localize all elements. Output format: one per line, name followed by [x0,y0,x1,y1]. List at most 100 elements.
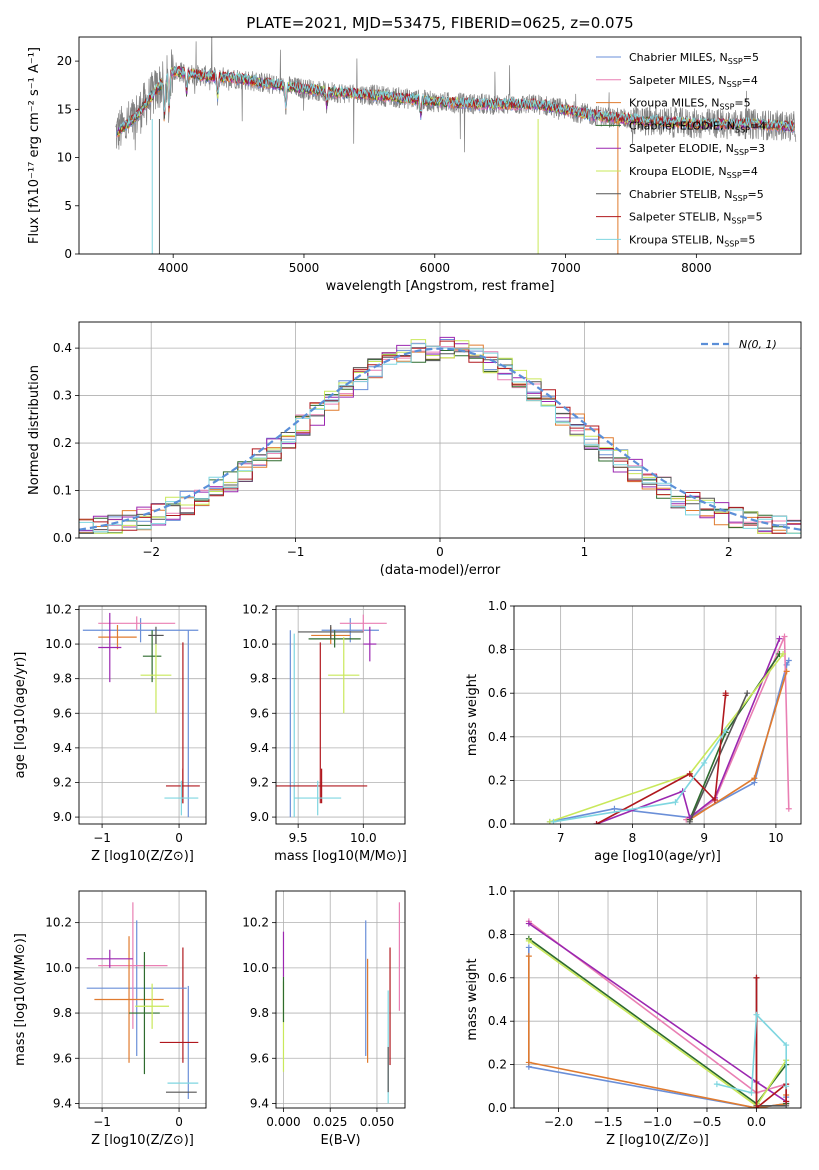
series-marker [711,797,718,804]
series-marker [525,920,532,927]
x-tick-label: 0 [436,545,444,559]
series-marker [776,635,783,642]
y-axis-label: mass weight [465,958,480,1040]
x-tick-label: 1 [581,545,589,559]
legend-label: Kroupa MILES, N [629,97,719,110]
plot-content [82,612,200,818]
legend-count: =5 [734,97,750,110]
legend-subscript: SSP [734,148,749,157]
y-tick-label: 0.3 [53,389,72,403]
x-tick-label: 7 [557,831,565,845]
series-marker [525,944,532,951]
y-tick-label: 20 [57,54,72,68]
x-tick-label: 9 [700,831,708,845]
legend-label: Kroupa STELIB, N [629,233,724,246]
data-point-chabrier-stelib [298,625,364,639]
y-tick-label: 9.4 [250,1096,269,1110]
series-marker [785,657,792,664]
legend-label: Chabrier ELODIE, N [629,119,735,132]
legend-subscript: SSP [727,80,742,89]
data-point-kroupa-stelib [294,780,342,816]
x-tick-label: −1 [93,1115,111,1129]
legend-count: =4 [742,74,758,87]
y-tick-label: 0.2 [488,1058,507,1072]
series-marker [783,1098,790,1105]
series-marker [686,770,693,777]
series-marker [780,650,787,657]
data-point-chabrier-elodie [142,630,162,683]
y-tick-label: 0.0 [53,531,72,545]
data-point-kroupa-elodie [328,637,360,714]
model-spectrum-kroupa-stelib [119,66,795,130]
y-tick-label: 9.2 [53,775,72,789]
x-tick-label: −0.5 [692,1115,721,1129]
y-axis-label: age [log10(age/yr)] [13,652,28,779]
plot-area [276,891,405,1108]
y-axis-label: mass weight [465,674,480,756]
data-point-kroupa-miles [98,625,137,650]
plot-content [525,918,790,1108]
x-tick-label: −1.5 [593,1115,622,1129]
y-tick-label: 9.4 [53,1096,72,1110]
x-tick-label: 5000 [289,261,320,275]
data-point-kroupa-elodie [135,983,170,1029]
y-tick-label: 9.8 [250,672,269,686]
axes-frame [78,321,802,539]
histogram-kroupa-stelib [79,343,801,534]
y-tick-label: 9.0 [250,810,269,824]
data-point-kroupa-elodie [140,637,172,714]
y-tick-label: 10 [57,151,72,165]
y-tick-label: 9.0 [53,810,72,824]
data-point-kroupa-stelib [164,780,199,816]
y-tick-label: 10.2 [45,916,72,930]
x-tick-label: 2 [725,545,733,559]
x-tick-label: 0 [175,1115,183,1129]
series-marker [525,1059,532,1066]
axes-frame [275,890,406,1109]
y-tick-label: 0 [64,247,72,261]
plot-content [115,37,797,254]
legend-subscript: SSP [731,217,746,226]
y-tick-label: 15 [57,102,72,116]
y-tick-label: 0.8 [488,643,507,657]
legend-entry: Kroupa STELIB, NSSP=5 [629,233,755,248]
legend-count: =5 [739,233,755,246]
x-axis-label: age [log10(age/yr)] [594,849,721,864]
y-tick-label: 5 [64,199,72,213]
series-marker [722,727,729,734]
legend-subscript: SSP [724,239,739,248]
panel-mass-weight-vs-Z: −2.0 −1.5 −1.0 −0.5 0.0 0.0 0.2 0.4 0.6 0.8 1.0 Z [… [465,884,802,1148]
y-tick-label: 1.0 [488,884,507,898]
x-tick-label: −1 [287,545,305,559]
y-tick-label: 10.0 [45,961,72,975]
legend-count: =5 [746,211,762,224]
x-axis-label: Z [log10(Z/Z⊙)] [91,849,194,864]
series-marker [722,692,729,699]
plot-area [79,606,206,824]
axes-frame [78,890,207,1109]
series-marker [753,974,760,981]
legend-count: =5 [743,51,759,64]
x-tick-label: 0.0 [747,1115,766,1129]
x-axis-label: wavelength [Angstrom, rest frame] [326,279,555,294]
y-tick-label: 0.0 [488,1101,507,1115]
x-axis-label: (data-model)/error [380,563,501,578]
x-tick-label: 0.000 [266,1115,300,1129]
series-marker [525,937,532,944]
y-tick-label: 10.2 [242,602,269,616]
series-marker [672,799,679,806]
data-point-chabrier-miles [82,618,199,643]
legend-entry: Salpeter STELIB, NSSP=5 [629,211,763,226]
y-tick-label: 0.4 [488,730,507,744]
legend-label: Chabrier STELIB, N [629,188,733,201]
y-tick-label: 9.4 [250,741,269,755]
data-point-salpeter-miles [339,614,387,632]
series-marker [744,690,751,697]
series-line-salpeter-stelib [755,977,788,1108]
legend-entry: Salpeter ELODIE, NSSP=3 [629,142,765,157]
legend-subscript: SSP [727,171,742,180]
plot-area [276,606,405,824]
legend-label: Salpeter MILES, N [629,74,727,87]
